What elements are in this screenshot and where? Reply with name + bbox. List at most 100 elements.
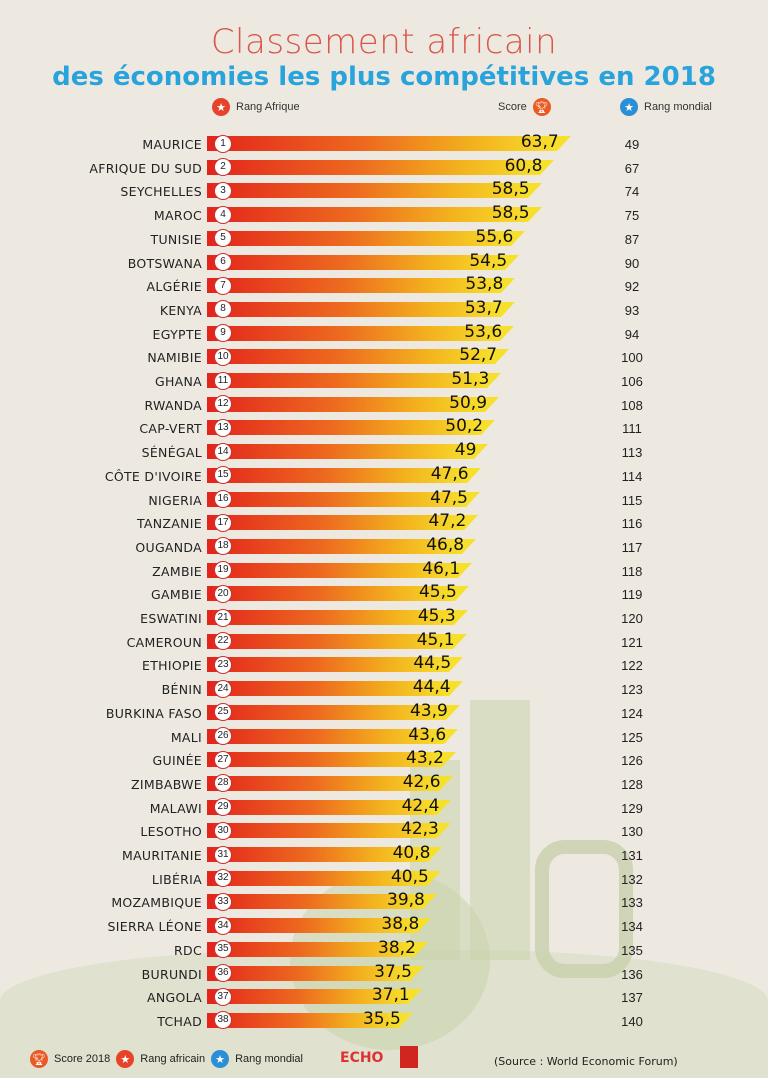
country-label: Sierra Léone xyxy=(107,919,202,935)
header-rang-afrique-label: Rang Afrique xyxy=(236,101,300,113)
country-label: Maurice xyxy=(142,137,202,152)
bar-tab xyxy=(207,301,213,317)
bar-tab xyxy=(207,254,213,270)
score-label: 46,1 xyxy=(422,558,461,579)
score-bar xyxy=(210,491,480,507)
score-bar xyxy=(210,965,424,981)
score-label: 51,3 xyxy=(451,369,490,389)
score-label: 58,5 xyxy=(491,203,530,224)
bar-tab xyxy=(207,823,213,839)
bar-tab xyxy=(207,562,213,578)
country-label: Botswana xyxy=(127,255,202,271)
score-bar xyxy=(210,728,459,744)
score-bar xyxy=(210,444,489,460)
country-label: Sénégal xyxy=(141,445,202,461)
score-label: 44,4 xyxy=(412,677,451,698)
score-bar xyxy=(210,918,432,934)
rang-mondial-value: 120 xyxy=(621,611,643,626)
bar-tab xyxy=(207,610,213,625)
rang-afrique-badge: 1 xyxy=(214,134,232,153)
country-label: Ethiopie xyxy=(142,658,202,674)
country-label: Eswatini xyxy=(140,611,202,626)
country-label: Tchad xyxy=(157,1013,202,1029)
country-label: Tanzanie xyxy=(136,516,202,532)
country-label: Maroc xyxy=(153,208,202,224)
rang-afrique-badge: 15 xyxy=(214,466,232,485)
rang-afrique-badge: 19 xyxy=(214,561,232,580)
country-label: Lesotho xyxy=(140,824,202,840)
rang-afrique-badge: 22 xyxy=(214,632,232,651)
score-bar xyxy=(210,467,481,483)
rang-mondial-value: 111 xyxy=(622,421,642,437)
score-bar xyxy=(210,183,542,199)
rang-afrique-badge: 18 xyxy=(214,537,232,556)
score-bar xyxy=(210,752,456,768)
rang-mondial-value: 108 xyxy=(621,397,643,413)
country-label: RDC xyxy=(174,942,202,958)
score-bar xyxy=(210,657,464,673)
bar-tab xyxy=(207,349,213,365)
country-label: Kenya xyxy=(159,302,202,318)
star-icon: ★ xyxy=(212,98,230,116)
rang-afrique-badge: 31 xyxy=(214,845,232,864)
score-label: 53,7 xyxy=(464,297,503,318)
score-label: 43,2 xyxy=(406,748,444,769)
rang-mondial-value: 106 xyxy=(621,374,643,389)
header-rang-afrique: ★ Rang Afrique xyxy=(212,98,300,116)
rang-afrique-badge: 11 xyxy=(214,371,232,390)
score-bar xyxy=(210,254,520,270)
rang-mondial-value: 122 xyxy=(621,658,643,674)
rang-mondial-value: 87 xyxy=(624,231,640,247)
score-label: 63,7 xyxy=(520,132,559,152)
bar-tab xyxy=(207,752,213,768)
bar-tab xyxy=(207,918,213,934)
rang-mondial-value: 123 xyxy=(621,682,643,698)
rang-afrique-badge: 36 xyxy=(214,964,232,982)
rang-mondial-value: 116 xyxy=(621,516,643,532)
rang-afrique-badge: 25 xyxy=(214,703,232,722)
bar-tab xyxy=(207,633,213,649)
rang-mondial-value: 125 xyxy=(621,729,643,745)
rang-afrique-badge: 14 xyxy=(214,442,232,461)
star-icon: ★ xyxy=(620,98,638,116)
header-score: Score 🏆︎ xyxy=(498,98,551,116)
rang-mondial-value: 118 xyxy=(621,563,643,579)
rang-afrique-badge: 27 xyxy=(214,750,232,769)
score-bar xyxy=(210,396,500,412)
rang-mondial-value: 94 xyxy=(624,326,640,342)
score-bar xyxy=(210,704,460,720)
score-bar xyxy=(210,610,468,625)
score-bar xyxy=(210,941,428,957)
country-label: Rwanda xyxy=(144,397,202,413)
score-label: 42,3 xyxy=(401,819,439,840)
country-label: Algérie xyxy=(146,279,202,295)
bar-tab xyxy=(207,491,213,507)
decor-bar-chart-graphic xyxy=(470,700,530,960)
rang-mondial-value: 124 xyxy=(621,705,643,721)
score-bar xyxy=(210,420,496,436)
trophy-icon: 🏆︎ xyxy=(30,1050,48,1068)
rang-afrique-badge: 21 xyxy=(214,608,232,627)
title-line-2: des économies les plus compétitives en 2… xyxy=(52,62,716,92)
country-label: Nigeria xyxy=(148,492,202,508)
score-bar xyxy=(210,325,515,341)
bar-tab xyxy=(207,207,213,223)
score-label: 40,8 xyxy=(392,843,431,863)
rang-afrique-badge: 37 xyxy=(214,987,232,1006)
score-label: 45,3 xyxy=(417,606,456,626)
score-bar xyxy=(210,633,467,649)
score-label: 52,7 xyxy=(459,345,498,366)
score-label: 50,2 xyxy=(445,416,484,437)
bar-tab xyxy=(207,538,213,554)
legend-score: Score 2018 xyxy=(54,1053,111,1065)
score-label: 35,5 xyxy=(362,1008,401,1029)
country-label: Guinée xyxy=(152,753,202,769)
score-bar xyxy=(210,775,453,791)
score-label: 38,8 xyxy=(381,914,420,935)
score-bar xyxy=(210,207,542,223)
country-label: Afrique du Sud xyxy=(89,160,202,176)
rang-mondial-value: 126 xyxy=(621,753,643,769)
rang-afrique-badge: 10 xyxy=(214,347,232,366)
bar-tab xyxy=(207,373,213,388)
